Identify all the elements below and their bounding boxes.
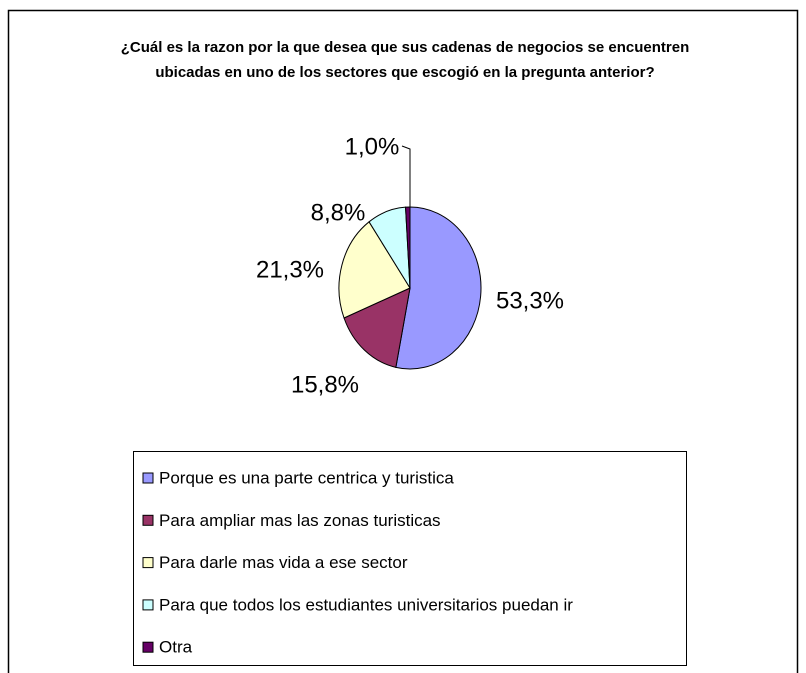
legend-label: Para darle mas vida a ese sector (159, 553, 408, 572)
legend-label: Otra (159, 638, 193, 657)
data-label: 8,8% (311, 199, 366, 226)
legend-label: Porque es una parte centrica y turistica (159, 468, 454, 487)
pie-slice (343, 287, 411, 368)
legend-swatch (142, 599, 154, 611)
data-label: 21,3% (256, 256, 324, 283)
legend-swatch (142, 514, 154, 526)
leader-line (401, 145, 411, 208)
pie-slice (338, 221, 411, 319)
chart-border (7, 9, 799, 673)
legend-label: Para que todos los estudiantes universit… (159, 595, 573, 614)
pie-slice (405, 206, 411, 289)
legend-box (133, 451, 687, 666)
data-label: 1,0% (345, 133, 400, 160)
legend-swatch (142, 557, 154, 569)
data-label: 15,8% (291, 371, 359, 398)
pie-slice (395, 206, 482, 370)
data-label: 53,3% (496, 287, 564, 314)
chart-title: ¿Cuál es la razon por la que desea que s… (120, 39, 690, 81)
legend-swatch (142, 472, 154, 484)
legend-label: Para ampliar mas las zonas turisticas (159, 511, 441, 530)
legend-swatch (142, 641, 154, 653)
